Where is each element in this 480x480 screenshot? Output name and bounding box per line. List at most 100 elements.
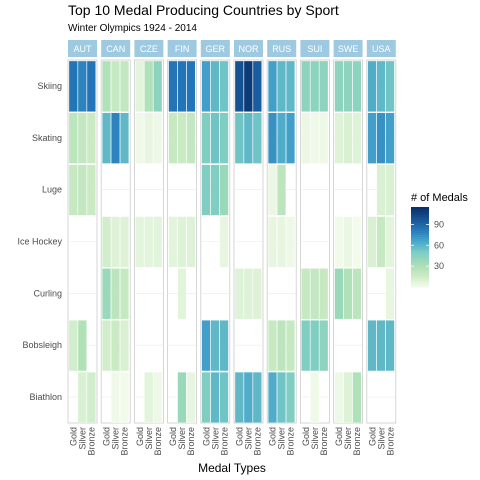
- y-tick-label: Skating: [32, 133, 62, 143]
- heat-tile: [301, 268, 311, 320]
- x-tick-label: Gold: [367, 427, 377, 446]
- heat-tile: [334, 268, 344, 320]
- heat-tile: [319, 268, 329, 320]
- x-tick-label: Silver: [210, 427, 220, 450]
- legend-swatch: [411, 241, 429, 244]
- facet-strip: [101, 40, 131, 57]
- heat-tile: [111, 371, 120, 423]
- legend-swatch: [411, 259, 429, 262]
- facet-strip: [68, 40, 97, 57]
- facet-strip: [267, 40, 297, 57]
- y-tick-label: Skiing: [37, 81, 62, 91]
- heat-tile: [219, 112, 229, 164]
- legend-swatch: [411, 253, 429, 256]
- y-tick-label: Luge: [42, 185, 62, 195]
- heat-tile: [286, 60, 295, 112]
- heat-tile: [385, 112, 395, 164]
- facet-strip-label: FIN: [175, 44, 190, 54]
- facet-strip: [300, 40, 330, 57]
- facet-strip-label: SUI: [307, 44, 322, 54]
- heat-tile: [301, 60, 311, 112]
- x-tick-label: Bronze: [385, 427, 395, 456]
- heat-tile: [77, 60, 87, 112]
- heat-tile: [168, 216, 178, 268]
- legend-swatch: [411, 219, 429, 222]
- heat-tile: [268, 164, 277, 216]
- heat-tile: [120, 216, 129, 268]
- facet-strip: [200, 40, 230, 57]
- heat-tile: [385, 216, 395, 268]
- heat-tile: [177, 371, 187, 423]
- heat-tile: [319, 320, 329, 372]
- heat-tile: [319, 60, 329, 112]
- x-tick-label: Gold: [69, 427, 79, 446]
- chart-subtitle: Winter Olympics 1924 - 2014: [68, 23, 197, 34]
- facet-can: CAN Gold Silver Bronze: [100, 40, 131, 456]
- x-tick-label: Gold: [201, 427, 211, 446]
- heat-tile: [310, 268, 320, 320]
- heat-tile: [343, 112, 353, 164]
- facet-usa: USA Gold Silver Bronze: [366, 40, 397, 456]
- heat-tile: [201, 60, 211, 112]
- x-tick-label: Gold: [301, 427, 311, 446]
- heat-tile: [268, 112, 277, 164]
- heat-tile: [310, 320, 320, 372]
- heat-tile: [210, 164, 220, 216]
- heat-tile: [102, 112, 111, 164]
- heat-tile: [219, 216, 229, 268]
- heat-tile: [385, 164, 395, 216]
- heat-tile: [310, 60, 320, 112]
- facet-ger: GER Gold Silver Bronze: [200, 40, 231, 456]
- heat-tile: [144, 60, 154, 112]
- heat-tile: [343, 216, 353, 268]
- x-tick-label: Bronze: [153, 427, 163, 456]
- heat-tile: [68, 164, 78, 216]
- heat-tile: [367, 112, 377, 164]
- heat-tile: [210, 320, 220, 372]
- legend-swatch: [411, 243, 429, 246]
- heat-tile: [268, 371, 277, 423]
- heat-tile: [252, 112, 262, 164]
- heat-tile: [376, 60, 386, 112]
- heat-tile: [286, 112, 295, 164]
- heat-tile: [301, 320, 311, 372]
- x-tick-label: Bronze: [319, 427, 329, 456]
- heat-tile: [286, 371, 295, 423]
- heat-tile: [268, 60, 277, 112]
- heat-tile: [334, 60, 344, 112]
- legend-swatch: [411, 275, 429, 278]
- legend-swatch: [411, 231, 429, 234]
- facet-strip-label: SWE: [338, 44, 359, 54]
- heat-tile: [111, 320, 120, 372]
- heat-tile: [219, 320, 229, 372]
- legend: 30 60 90: [411, 207, 444, 288]
- legend-swatch: [411, 267, 429, 270]
- x-tick-label: Gold: [135, 427, 145, 446]
- heat-tile: [120, 268, 129, 320]
- x-tick-label: Silver: [144, 427, 154, 450]
- heat-tile: [135, 112, 145, 164]
- x-tick-label: Silver: [177, 427, 187, 450]
- heat-tile: [144, 216, 154, 268]
- legend-swatch: [411, 215, 429, 218]
- heat-tile: [277, 320, 286, 372]
- heat-tile: [210, 371, 220, 423]
- heat-tile: [376, 164, 386, 216]
- legend-tick-label: 90: [434, 219, 444, 229]
- legend-swatch: [411, 217, 429, 220]
- facet-strip-label: RUS: [272, 44, 291, 54]
- heat-tile: [210, 60, 220, 112]
- heat-tile: [120, 60, 129, 112]
- heat-tile: [186, 60, 196, 112]
- facet-strip-label: NOR: [239, 44, 260, 54]
- legend-swatch: [411, 285, 429, 288]
- legend-swatch: [411, 283, 429, 286]
- x-tick-label: Bronze: [253, 427, 263, 456]
- heat-tile: [153, 60, 163, 112]
- x-axis-label: Medal Types: [198, 461, 266, 475]
- legend-swatch: [411, 235, 429, 238]
- heat-tile: [177, 60, 187, 112]
- heat-tile: [243, 112, 253, 164]
- heat-tile: [144, 371, 154, 423]
